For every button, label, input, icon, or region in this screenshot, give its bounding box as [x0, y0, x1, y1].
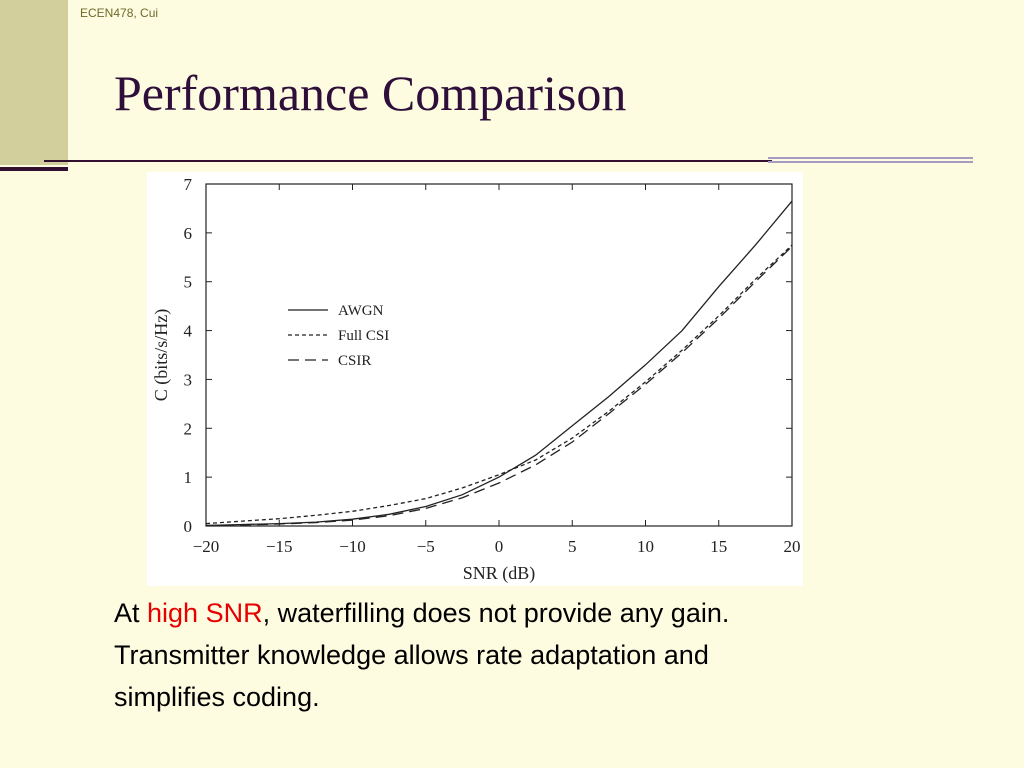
series-line-full-csi [205, 244, 793, 525]
y-tick-label: 3 [184, 370, 193, 389]
y-tick-label: 7 [184, 175, 193, 194]
x-axis-label: SNR (dB) [463, 563, 536, 584]
course-tag: ECEN478, Cui [80, 6, 159, 20]
x-tick-label: 15 [710, 537, 727, 556]
capacity-chart-svg: −20 −15 −10 −5 0 5 10 15 20 0 1 2 3 4 5 6 7 SNR (dB) C (bi… [151, 175, 801, 584]
series-line-awgn [205, 200, 793, 527]
body-line-1-suffix: , waterfilling does not provide any gain… [262, 598, 730, 628]
title-divider [44, 160, 772, 162]
x-tick-label: 10 [637, 537, 654, 556]
x-tick-label: −20 [193, 537, 220, 556]
y-tick-label: 2 [184, 419, 193, 438]
y-tick-label: 4 [184, 322, 193, 341]
body-line-2: Transmitter knowledge allows rate adapta… [114, 640, 709, 670]
series-line-csir [205, 246, 793, 527]
legend-entry: Full CSI [338, 328, 389, 344]
title-divider-accent [0, 167, 68, 171]
x-tick-label: −15 [266, 537, 293, 556]
x-tick-label: 0 [495, 537, 504, 556]
x-tick-label: −5 [417, 537, 435, 556]
title-divider-double [768, 157, 973, 165]
y-tick-label: 6 [184, 224, 193, 243]
legend-entry: AWGN [338, 303, 384, 319]
body-line-1-prefix: At [114, 598, 148, 628]
highlight-high-snr: high SNR [147, 598, 263, 628]
x-tick-label: 20 [784, 537, 801, 556]
body-text: At high SNR, waterfilling does not provi… [114, 592, 954, 718]
left-accent-band [0, 0, 68, 165]
x-tick-label: −10 [339, 537, 366, 556]
capacity-chart: −20 −15 −10 −5 0 5 10 15 20 0 1 2 3 4 5 6 7 SNR (dB) C (bi… [147, 172, 803, 586]
y-tick-label: 5 [184, 273, 193, 292]
body-line-3: simplifies coding. [114, 682, 320, 712]
y-axis-label: C (bits/s/Hz) [151, 309, 172, 402]
y-tick-label: 0 [184, 517, 193, 536]
legend-entry: CSIR [338, 353, 371, 369]
body-line-1: At high SNR, waterfilling does not provi… [114, 592, 954, 634]
slide-title: Performance Comparison [114, 65, 627, 121]
y-tick-label: 1 [184, 468, 193, 487]
plot-frame [205, 183, 793, 527]
x-tick-label: 5 [568, 537, 577, 556]
